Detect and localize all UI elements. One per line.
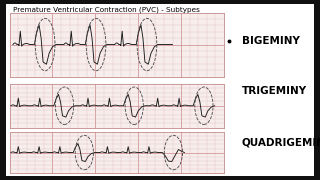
Text: TRIGEMINY: TRIGEMINY [242, 86, 307, 96]
Text: BIGEMINY: BIGEMINY [242, 35, 300, 46]
FancyBboxPatch shape [10, 84, 224, 128]
Text: Premature Ventricular Contraction (PVC) - Subtypes: Premature Ventricular Contraction (PVC) … [13, 6, 200, 13]
FancyBboxPatch shape [10, 132, 224, 173]
FancyBboxPatch shape [6, 4, 314, 176]
Text: QUADRIGEMINY: QUADRIGEMINY [242, 137, 320, 147]
FancyBboxPatch shape [10, 13, 224, 76]
